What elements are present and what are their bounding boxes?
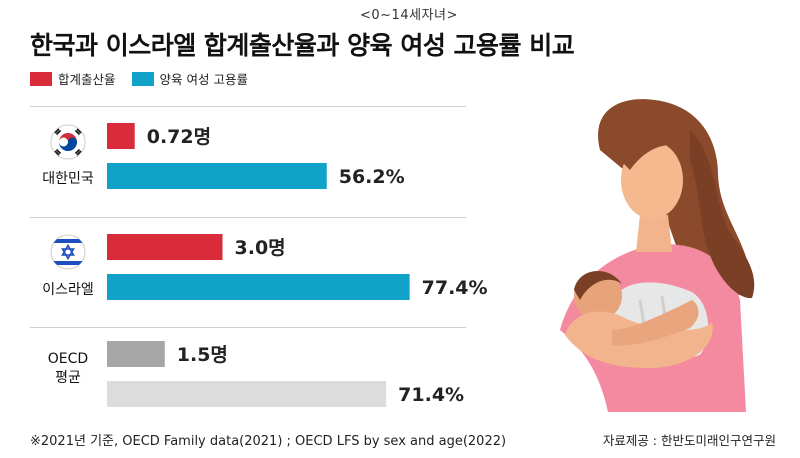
legend: 합계출산율 양육 여성 고용률 <box>30 69 264 88</box>
footnote: ※2021년 기준, OECD Family data(2021) ; OECD… <box>30 434 507 449</box>
legend-item-fertility: 합계출산율 <box>30 69 116 88</box>
data-label-employment-korea: 56.2% <box>339 166 405 188</box>
south-korea-flag-icon <box>50 124 86 160</box>
bar-fertility-israel <box>107 234 223 260</box>
legend-swatch-employment <box>131 71 154 86</box>
divider-1 <box>30 217 466 218</box>
category-label-oecd: OECD 평균 <box>47 351 89 386</box>
data-label-fertility-korea: 0.72명 <box>147 126 211 148</box>
chart-title: 한국과 이스라엘 합계출산율과 양육 여성 고용률 비교 <box>30 31 575 60</box>
legend-swatch-fertility <box>30 71 52 86</box>
bar-employment-oecd <box>107 381 387 407</box>
data-label-employment-oecd: 71.4% <box>398 384 464 406</box>
category-label-korea: 대한민국 <box>42 171 94 187</box>
bar-employment-korea <box>107 163 327 189</box>
bar-fertility-oecd <box>107 341 165 367</box>
legend-label-fertility: 합계출산율 <box>58 72 116 87</box>
bar-employment-israel <box>107 274 410 300</box>
bar-fertility-korea <box>107 123 135 149</box>
data-label-employment-israel: 77.4% <box>422 277 488 299</box>
israel-flag-icon <box>50 234 86 270</box>
data-label-fertility-oecd: 1.5명 <box>177 344 228 366</box>
legend-item-employment: 양육 여성 고용률 <box>131 69 248 88</box>
divider-top <box>30 106 466 107</box>
source-credit: 자료제공 : 한반도미래인구연구원 <box>602 433 776 448</box>
legend-label-employment: 양육 여성 고용률 <box>159 72 248 87</box>
data-label-fertility-israel: 3.0명 <box>235 237 286 259</box>
divider-2 <box>30 327 466 328</box>
category-label-israel: 이스라엘 <box>42 282 94 298</box>
mother-holding-baby-illustration <box>560 99 755 412</box>
subtitle: <0~14세자녀> <box>360 8 458 23</box>
